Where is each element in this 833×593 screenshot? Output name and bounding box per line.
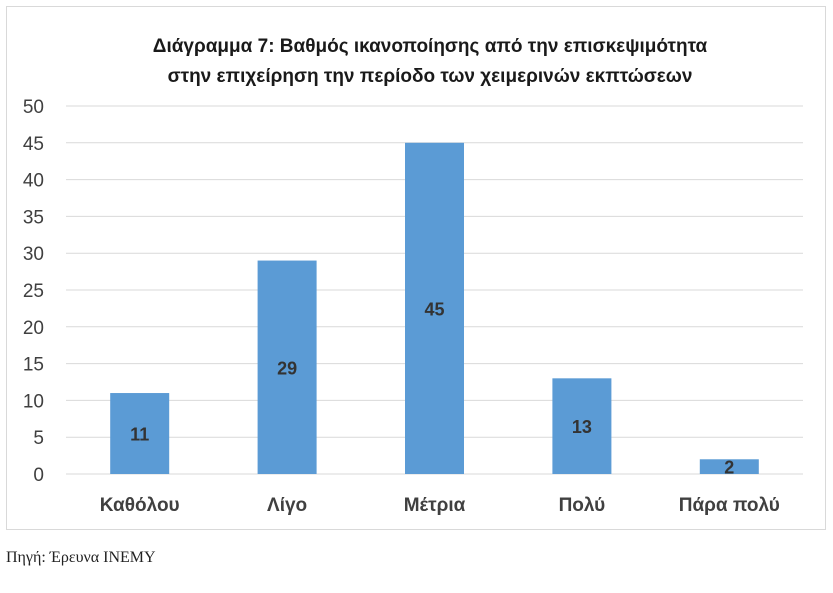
y-tick-label: 50 <box>23 97 44 118</box>
y-tick-label: 35 <box>23 207 44 228</box>
data-label: 45 <box>424 299 444 319</box>
bar <box>110 393 170 474</box>
bar <box>405 142 464 475</box>
y-tick-label: 45 <box>23 134 44 155</box>
y-tick-label: 10 <box>23 391 44 412</box>
y-tick-label: 0 <box>33 465 44 486</box>
bar <box>552 378 612 474</box>
source-note: Πηγή: Έρευνα ΙΝΕΜΥ <box>6 549 156 566</box>
bar <box>257 260 317 474</box>
y-tick-label: 30 <box>23 244 44 265</box>
x-tick-label: Μέτρια <box>404 495 466 516</box>
y-tick-label: 40 <box>23 171 44 192</box>
x-tick-label: Λίγο <box>267 495 307 516</box>
y-tick-label: 20 <box>23 318 44 339</box>
x-tick-label: Καθόλου <box>100 495 180 516</box>
data-label: 11 <box>130 425 149 445</box>
y-tick-label: 25 <box>23 281 44 302</box>
data-label: 13 <box>572 417 592 437</box>
x-tick-label: Πολύ <box>559 495 606 516</box>
data-label: 29 <box>277 358 297 378</box>
y-tick-label: 15 <box>23 355 44 376</box>
data-label: 2 <box>724 458 734 478</box>
chart-title-line-2: στην επιχείρηση την περίοδο των χειμεριν… <box>167 66 693 87</box>
chart-title: Διάγραμμα 7: Βαθμός ικανοποίησης από την… <box>60 32 800 92</box>
y-tick-label: 5 <box>33 428 44 449</box>
bar <box>699 459 759 474</box>
x-tick-label: Πάρα πολύ <box>679 495 780 516</box>
chart-title-line-1: Διάγραμμα 7: Βαθμός ικανοποίησης από την… <box>152 36 708 57</box>
